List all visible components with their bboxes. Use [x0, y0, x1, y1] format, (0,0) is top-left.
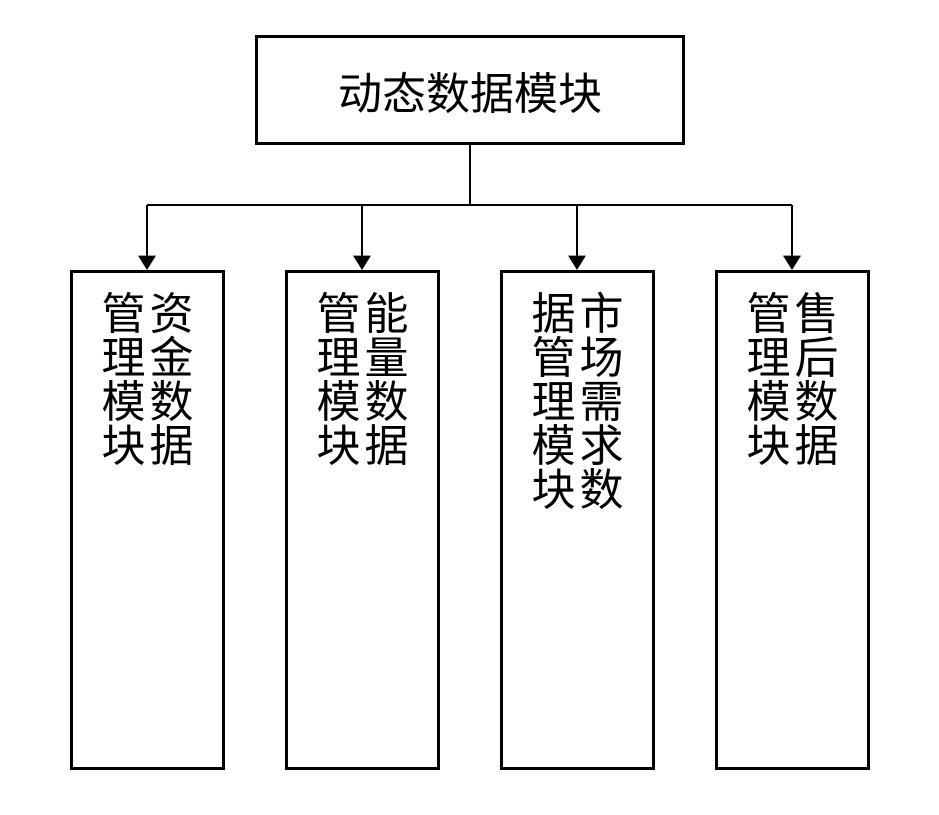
char: 数: [150, 381, 194, 425]
char: 模: [532, 425, 576, 469]
char: 数: [580, 469, 624, 513]
char: 据: [150, 425, 194, 469]
child-node-2: 据管理模块市场需求数: [500, 270, 655, 770]
char: 后: [795, 337, 839, 381]
char: 资: [150, 293, 194, 337]
char: 管: [317, 293, 361, 337]
char: 模: [102, 381, 146, 425]
vertical-text-column: 据管理模块: [532, 293, 576, 513]
char: 数: [795, 381, 839, 425]
char: 理: [317, 337, 361, 381]
char: 量: [365, 337, 409, 381]
char: 市: [580, 293, 624, 337]
char: 管: [747, 293, 791, 337]
char: 模: [317, 381, 361, 425]
char: 售: [795, 293, 839, 337]
char: 块: [317, 425, 361, 469]
char: 理: [747, 337, 791, 381]
char: 求: [580, 425, 624, 469]
char: 数: [365, 381, 409, 425]
char: 管: [532, 337, 576, 381]
child-node-3: 管理模块售后数据: [715, 270, 870, 770]
char: 场: [580, 337, 624, 381]
vertical-text-column: 管理模块: [747, 293, 791, 469]
char: 需: [580, 381, 624, 425]
vertical-text-column: 市场需求数: [580, 293, 624, 513]
char: 管: [102, 293, 146, 337]
char: 金: [150, 337, 194, 381]
vertical-text-column: 管理模块: [102, 293, 146, 469]
vertical-text-column: 能量数据: [365, 293, 409, 469]
char: 块: [532, 469, 576, 513]
child-node-1: 管理模块能量数据: [285, 270, 440, 770]
char: 块: [747, 425, 791, 469]
char: 据: [532, 293, 576, 337]
char: 模: [747, 381, 791, 425]
char: 能: [365, 293, 409, 337]
root-label: 动态数据模块: [338, 58, 602, 122]
char: 据: [365, 425, 409, 469]
char: 据: [795, 425, 839, 469]
char: 理: [102, 337, 146, 381]
vertical-text-column: 管理模块: [317, 293, 361, 469]
root-node: 动态数据模块: [255, 35, 685, 145]
vertical-text-column: 售后数据: [795, 293, 839, 469]
child-node-0: 管理模块资金数据: [70, 270, 225, 770]
vertical-text-column: 资金数据: [150, 293, 194, 469]
char: 理: [532, 381, 576, 425]
char: 块: [102, 425, 146, 469]
